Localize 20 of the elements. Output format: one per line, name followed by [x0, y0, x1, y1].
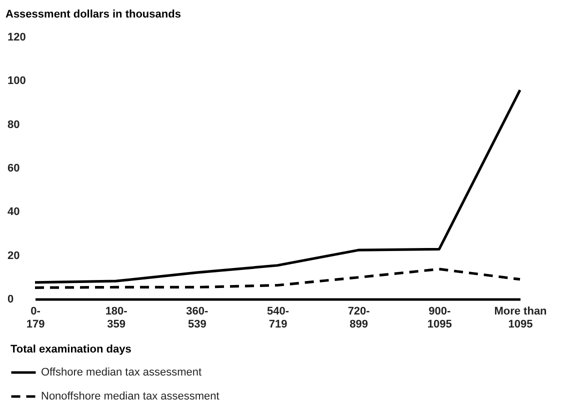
- x-tick-label: 900- 1095: [427, 306, 452, 330]
- y-tick-label: 20: [8, 250, 20, 262]
- legend-label: Nonoffshore median tax assessment: [41, 390, 220, 402]
- x-tick-label: 720- 899: [348, 306, 370, 330]
- y-axis-title: Assessment dollars in thousands: [6, 8, 181, 20]
- line-series: [34, 88, 522, 284]
- y-tick-label: 100: [8, 75, 26, 88]
- line-series: [34, 268, 522, 289]
- x-tick-label: 540- 719: [266, 306, 290, 330]
- legend-label: Offshore median tax assessment: [41, 366, 202, 378]
- x-tick-label: 180- 359: [105, 306, 128, 330]
- y-tick-label: 120: [8, 32, 26, 44]
- x-axis-title: Total examination days: [10, 344, 132, 356]
- x-tick-label: 0- 179: [26, 306, 45, 330]
- y-tick-label: 80: [8, 118, 20, 131]
- y-tick-label: 0: [8, 294, 14, 306]
- x-tick-label: 360- 539: [186, 306, 209, 330]
- y-tick-label: 60: [8, 162, 20, 174]
- y-tick-label: 40: [8, 206, 20, 218]
- x-tick-label: More than 1095: [494, 306, 548, 330]
